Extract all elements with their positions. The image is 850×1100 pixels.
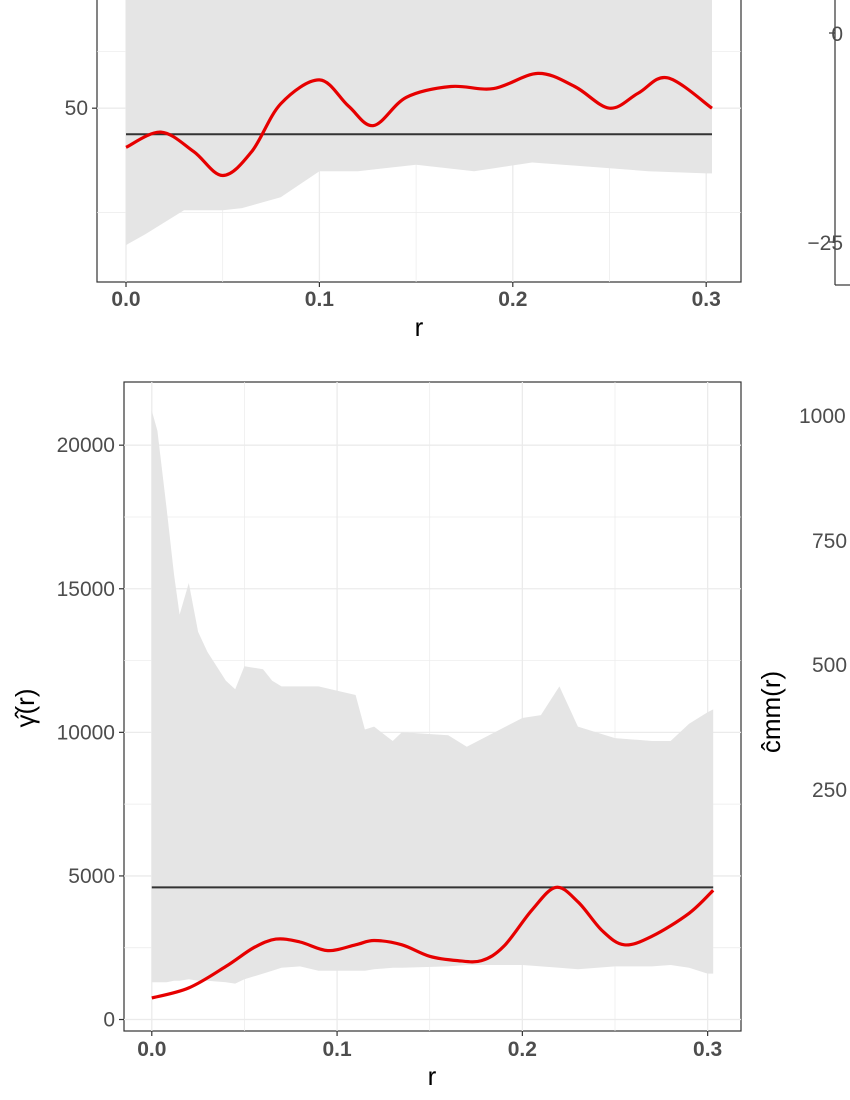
x-tick-label: 0.0 xyxy=(137,1038,166,1061)
x-axis-label: r xyxy=(415,312,424,342)
y-tick-label: 10000 xyxy=(57,721,115,744)
y-tick-label: 20000 xyxy=(57,434,115,457)
y-axis-label: ĉmm(r) xyxy=(756,671,786,753)
y-tick-label: 0 xyxy=(103,1009,115,1032)
x-axis-ticks: 0.0 0.1 0.2 0.3 xyxy=(137,1031,722,1061)
y-tick-label: −25 xyxy=(807,232,843,255)
y-tick-label: 15000 xyxy=(57,578,115,601)
x-tick-label: 0.1 xyxy=(305,288,335,311)
y-tick-label: 500 xyxy=(812,654,847,677)
x-tick-label: 0.3 xyxy=(692,288,721,311)
x-tick-label: 0.2 xyxy=(508,1038,537,1061)
series-line xyxy=(125,71,713,178)
x-tick-label: 0.2 xyxy=(498,288,527,311)
y-tick-label: 1000 xyxy=(799,405,846,428)
simulation-envelope xyxy=(126,0,712,246)
x-axis-ticks: 0.0 0.1 0.2 0.3 xyxy=(111,282,721,311)
panel-top-left: 0.0 0.1 0.2 0.3 50 r xyxy=(65,0,742,342)
y-axis-ticks: 50 xyxy=(65,97,97,120)
x-tick-label: 0.1 xyxy=(322,1038,352,1061)
x-tick-label: 0.3 xyxy=(693,1038,722,1061)
panel-bottom-left: 0.0 0.1 0.2 0.3 0 5000 10000 15000 20000 r γ̂(r… xyxy=(10,381,742,1091)
y-tick-label: 750 xyxy=(812,530,847,553)
y-axis-ticks: 0 5000 10000 15000 20000 xyxy=(57,434,124,1032)
y-axis-label: γ̂(r) xyxy=(10,689,40,728)
y-tick-label: 250 xyxy=(812,779,847,802)
panel-top-right: 0 −25 xyxy=(807,0,850,286)
y-tick-label: 0 xyxy=(831,23,843,46)
panel-bottom-right: 1000 750 500 250 ĉmm(r) xyxy=(756,405,847,802)
y-tick-label: 50 xyxy=(65,97,88,120)
x-axis-label: r xyxy=(428,1061,437,1091)
series-line xyxy=(151,885,715,1000)
x-tick-label: 0.0 xyxy=(111,288,140,311)
y-tick-label: 5000 xyxy=(68,865,115,888)
simulation-envelope xyxy=(151,410,714,984)
